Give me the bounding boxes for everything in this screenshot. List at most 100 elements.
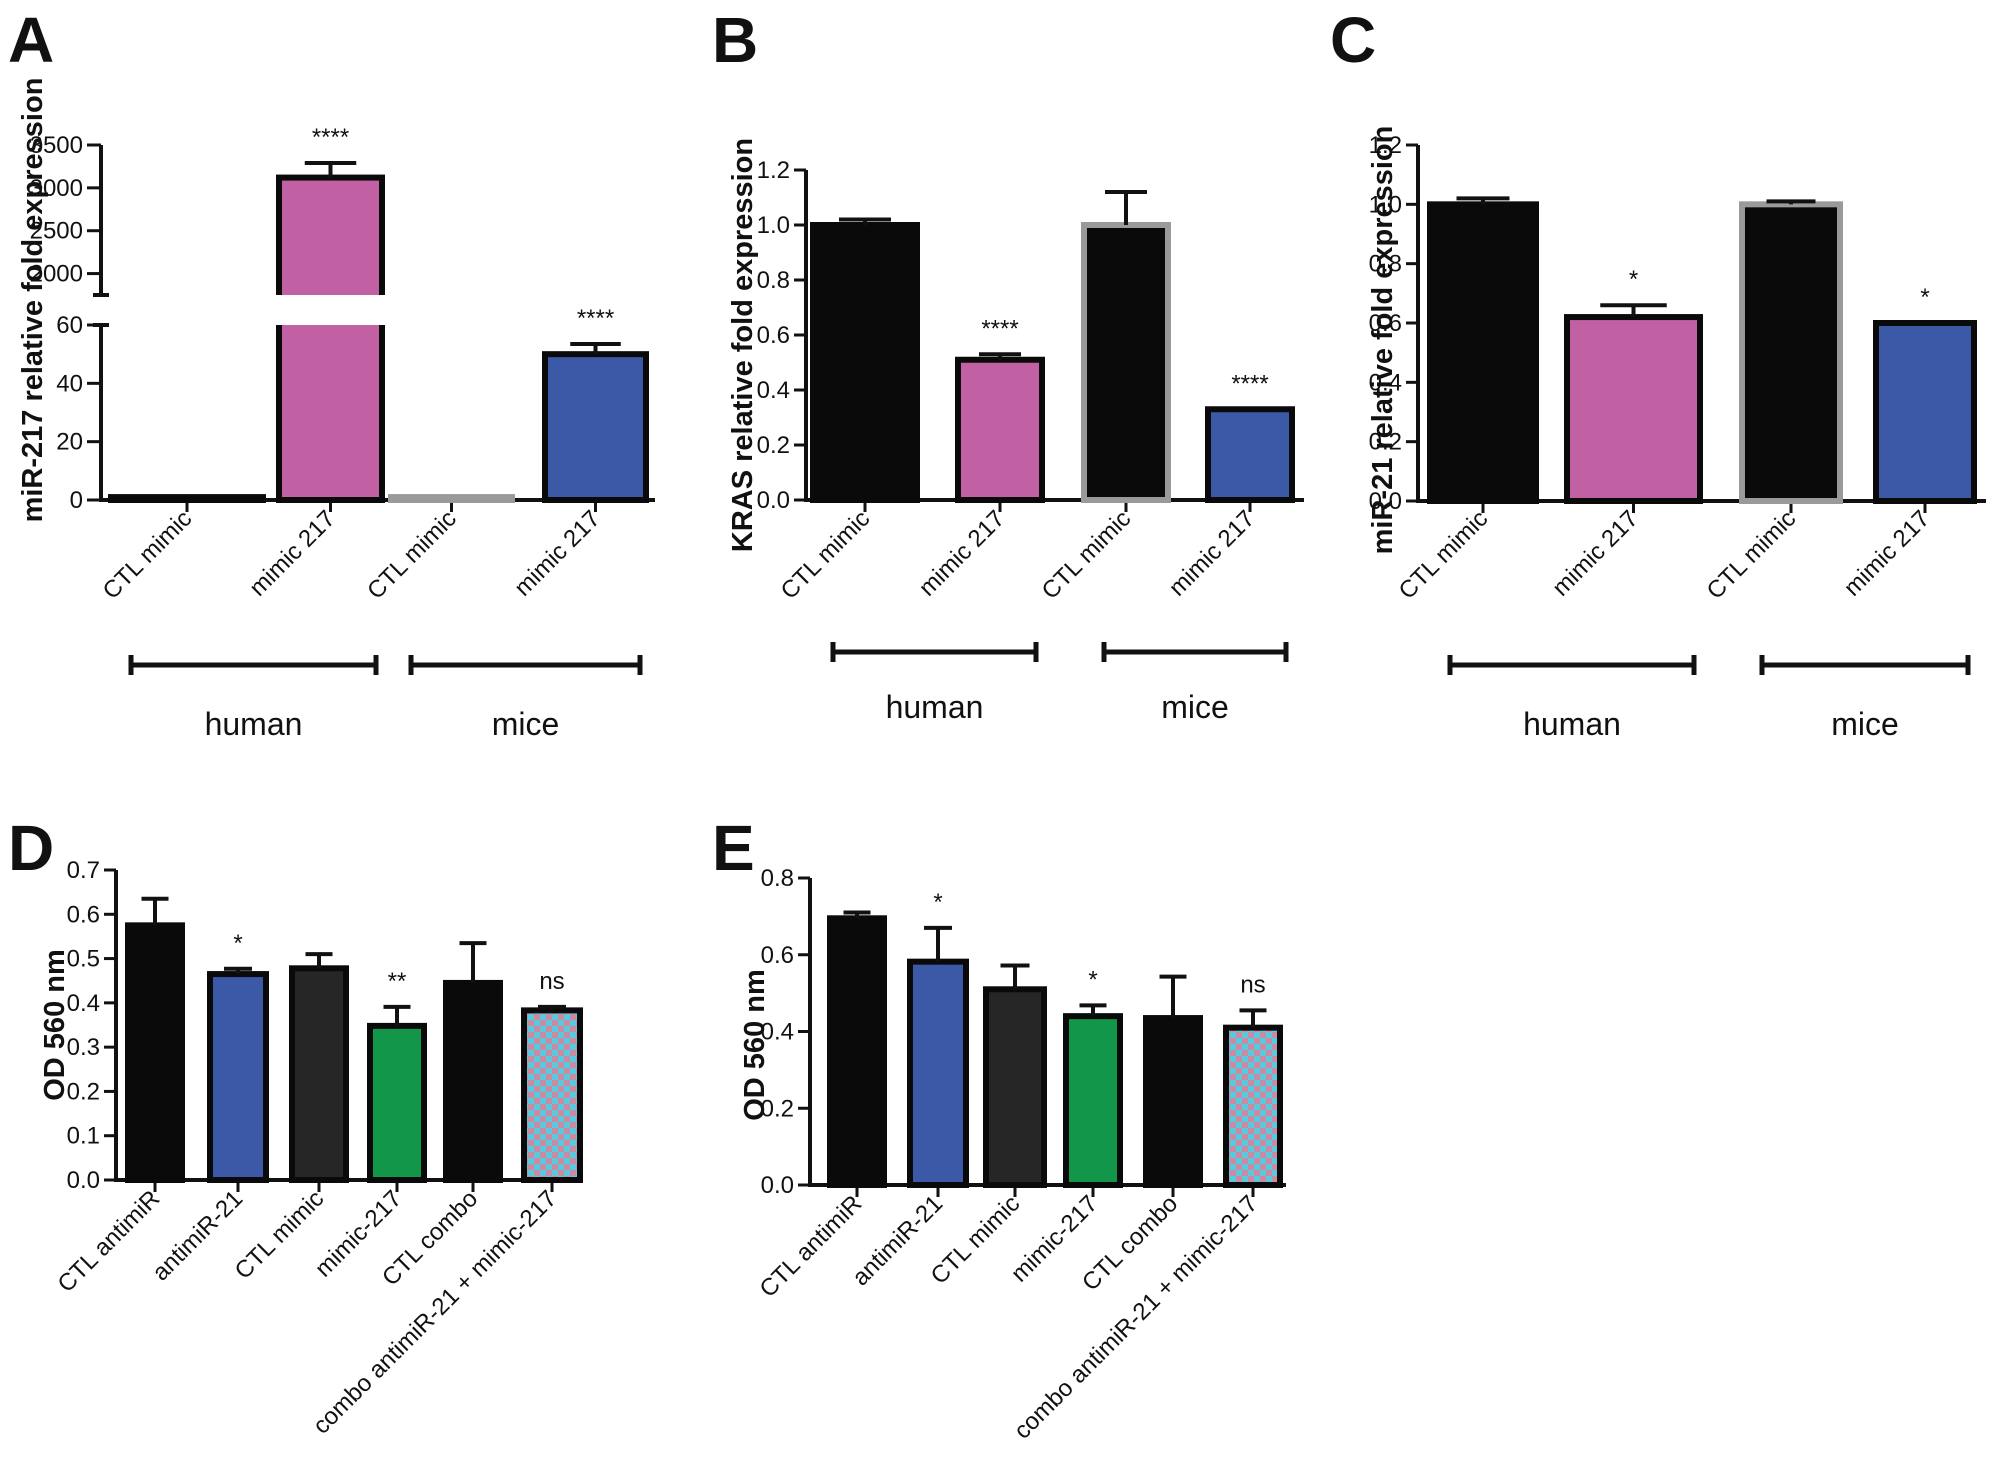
group-label: human — [886, 689, 984, 725]
bar — [289, 965, 349, 1183]
y-tick-label: 0.8 — [757, 267, 790, 294]
panel-letter-b: B — [712, 4, 758, 76]
category-label: mimic 217 — [244, 505, 340, 601]
bar — [1564, 314, 1703, 505]
significance-label: * — [933, 889, 942, 916]
panel-letter-d: D — [8, 812, 54, 884]
y-tick-label: 0.0 — [67, 1167, 100, 1194]
bar — [388, 494, 515, 504]
y-tick-label: 0.2 — [1369, 429, 1402, 456]
y-axis-label: miR-217 relative fold expression — [17, 78, 49, 523]
y-tick-label: 0.4 — [67, 990, 100, 1017]
bar — [1873, 320, 1977, 504]
bar — [443, 979, 503, 1184]
bar — [827, 915, 887, 1188]
y-axis-label: KRAS relative fold expression — [727, 138, 759, 552]
bars: **** **** — [810, 190, 1295, 503]
bar — [125, 922, 185, 1183]
category-label: CTL mimic — [230, 1185, 330, 1285]
bar — [1739, 201, 1843, 504]
category-label: CTL mimic — [1394, 505, 1494, 605]
category-label: antimiR-21 — [147, 1185, 248, 1286]
y-tick-label: 0.4 — [761, 1019, 794, 1046]
category-label: CTL antimiR — [52, 1185, 165, 1298]
y-tick-label: 0.0 — [1369, 488, 1402, 515]
category-label: mimic 217 — [1839, 505, 1935, 601]
bar — [1427, 201, 1539, 504]
y-tick-label: 0.2 — [67, 1078, 100, 1105]
bar — [955, 356, 1045, 503]
bar — [521, 1007, 583, 1184]
y-axis-label: OD 560 nm — [39, 949, 71, 1101]
bar — [907, 958, 969, 1188]
group-label: mice — [1161, 689, 1229, 725]
bar — [108, 494, 266, 504]
y-tick-label: 60 — [56, 312, 83, 339]
category-label: CTL mimic — [98, 505, 198, 605]
y-axis-label: OD 560 nm — [739, 969, 771, 1121]
category-label: mimic 217 — [509, 505, 605, 601]
y-tick-label: 1.0 — [1369, 191, 1402, 218]
panel-letter-c: C — [1330, 4, 1376, 76]
panel-letter-e: E — [712, 812, 755, 884]
bar — [207, 971, 269, 1183]
bar — [810, 222, 920, 503]
y-tick-label: 0.6 — [67, 901, 100, 928]
y-tick-label: 0.8 — [1369, 251, 1402, 278]
panel-c: C miR-21 relative fold expression 0.0 0.2… — [1330, 4, 1986, 742]
significance-label: ns — [1240, 971, 1265, 998]
significance-label: ns — [539, 968, 564, 995]
bar — [542, 351, 649, 503]
category-label: CTL mimic — [776, 505, 876, 605]
y-axis-label: miR-21 relative fold expression — [1367, 126, 1399, 555]
y-tick-label: 3000 — [30, 175, 83, 202]
significance-label: * — [233, 930, 242, 957]
y-tick-label: 0.8 — [761, 865, 794, 892]
y-tick-label: 0.1 — [67, 1123, 100, 1150]
category-label: CTL mimic — [1037, 505, 1137, 605]
bar — [276, 174, 385, 503]
y-tick-label: 0.6 — [761, 942, 794, 969]
panel-d: D OD 560 nm 0.0 0.1 0.2 0.3 0.4 0.5 0.6 0.7 CTL … — [8, 812, 583, 1440]
bars: * * ns — [827, 889, 1283, 1189]
category-label: mimic 217 — [914, 505, 1010, 601]
y-tick-label: 2000 — [30, 261, 83, 288]
y-tick-label: 1.2 — [757, 157, 790, 184]
significance-label: **** — [577, 305, 614, 332]
category-label: CTL mimic — [362, 505, 462, 605]
bar — [1143, 1015, 1203, 1188]
y-tick-label: 0.2 — [757, 432, 790, 459]
bar — [1081, 222, 1171, 503]
group-label: human — [205, 706, 303, 742]
y-tick-label: 0.3 — [67, 1034, 100, 1061]
bar — [367, 1022, 427, 1184]
y-tick-label: 0.2 — [761, 1095, 794, 1122]
y-tick-label: 20 — [56, 429, 83, 456]
bars: *** ns — [125, 896, 583, 1184]
bar — [1223, 1024, 1283, 1188]
y-tick-label: 1.0 — [757, 212, 790, 239]
category-label: CTL antimiR — [754, 1190, 867, 1303]
significance-label: **** — [981, 315, 1018, 342]
significance-label: **** — [1231, 370, 1268, 397]
y-tick-label: 0.6 — [1369, 310, 1402, 337]
y-tick-label: 3500 — [30, 132, 83, 159]
category-label: mimic 217 — [1547, 505, 1643, 601]
y-tick-label: 0.6 — [757, 322, 790, 349]
y-tick-label: 0 — [70, 487, 83, 514]
significance-label: **** — [312, 124, 349, 151]
group-label: human — [1523, 706, 1621, 742]
y-tick-label: 2500 — [30, 218, 83, 245]
category-label: CTL mimic — [1702, 505, 1802, 605]
significance-label: * — [1629, 266, 1638, 293]
panel-b: B KRAS relative fold expression 0.0 0.2 0.… — [712, 4, 1304, 725]
axis-break-band — [275, 295, 386, 325]
y-tick-label: 0.7 — [67, 857, 100, 884]
group-label: mice — [492, 706, 560, 742]
significance-label: * — [1088, 966, 1097, 993]
panel-a: A miR-217 relative fold expression 0 20 40… — [8, 4, 655, 742]
panel-letter-a: A — [8, 4, 54, 76]
y-tick-label: 0.4 — [1369, 369, 1402, 396]
